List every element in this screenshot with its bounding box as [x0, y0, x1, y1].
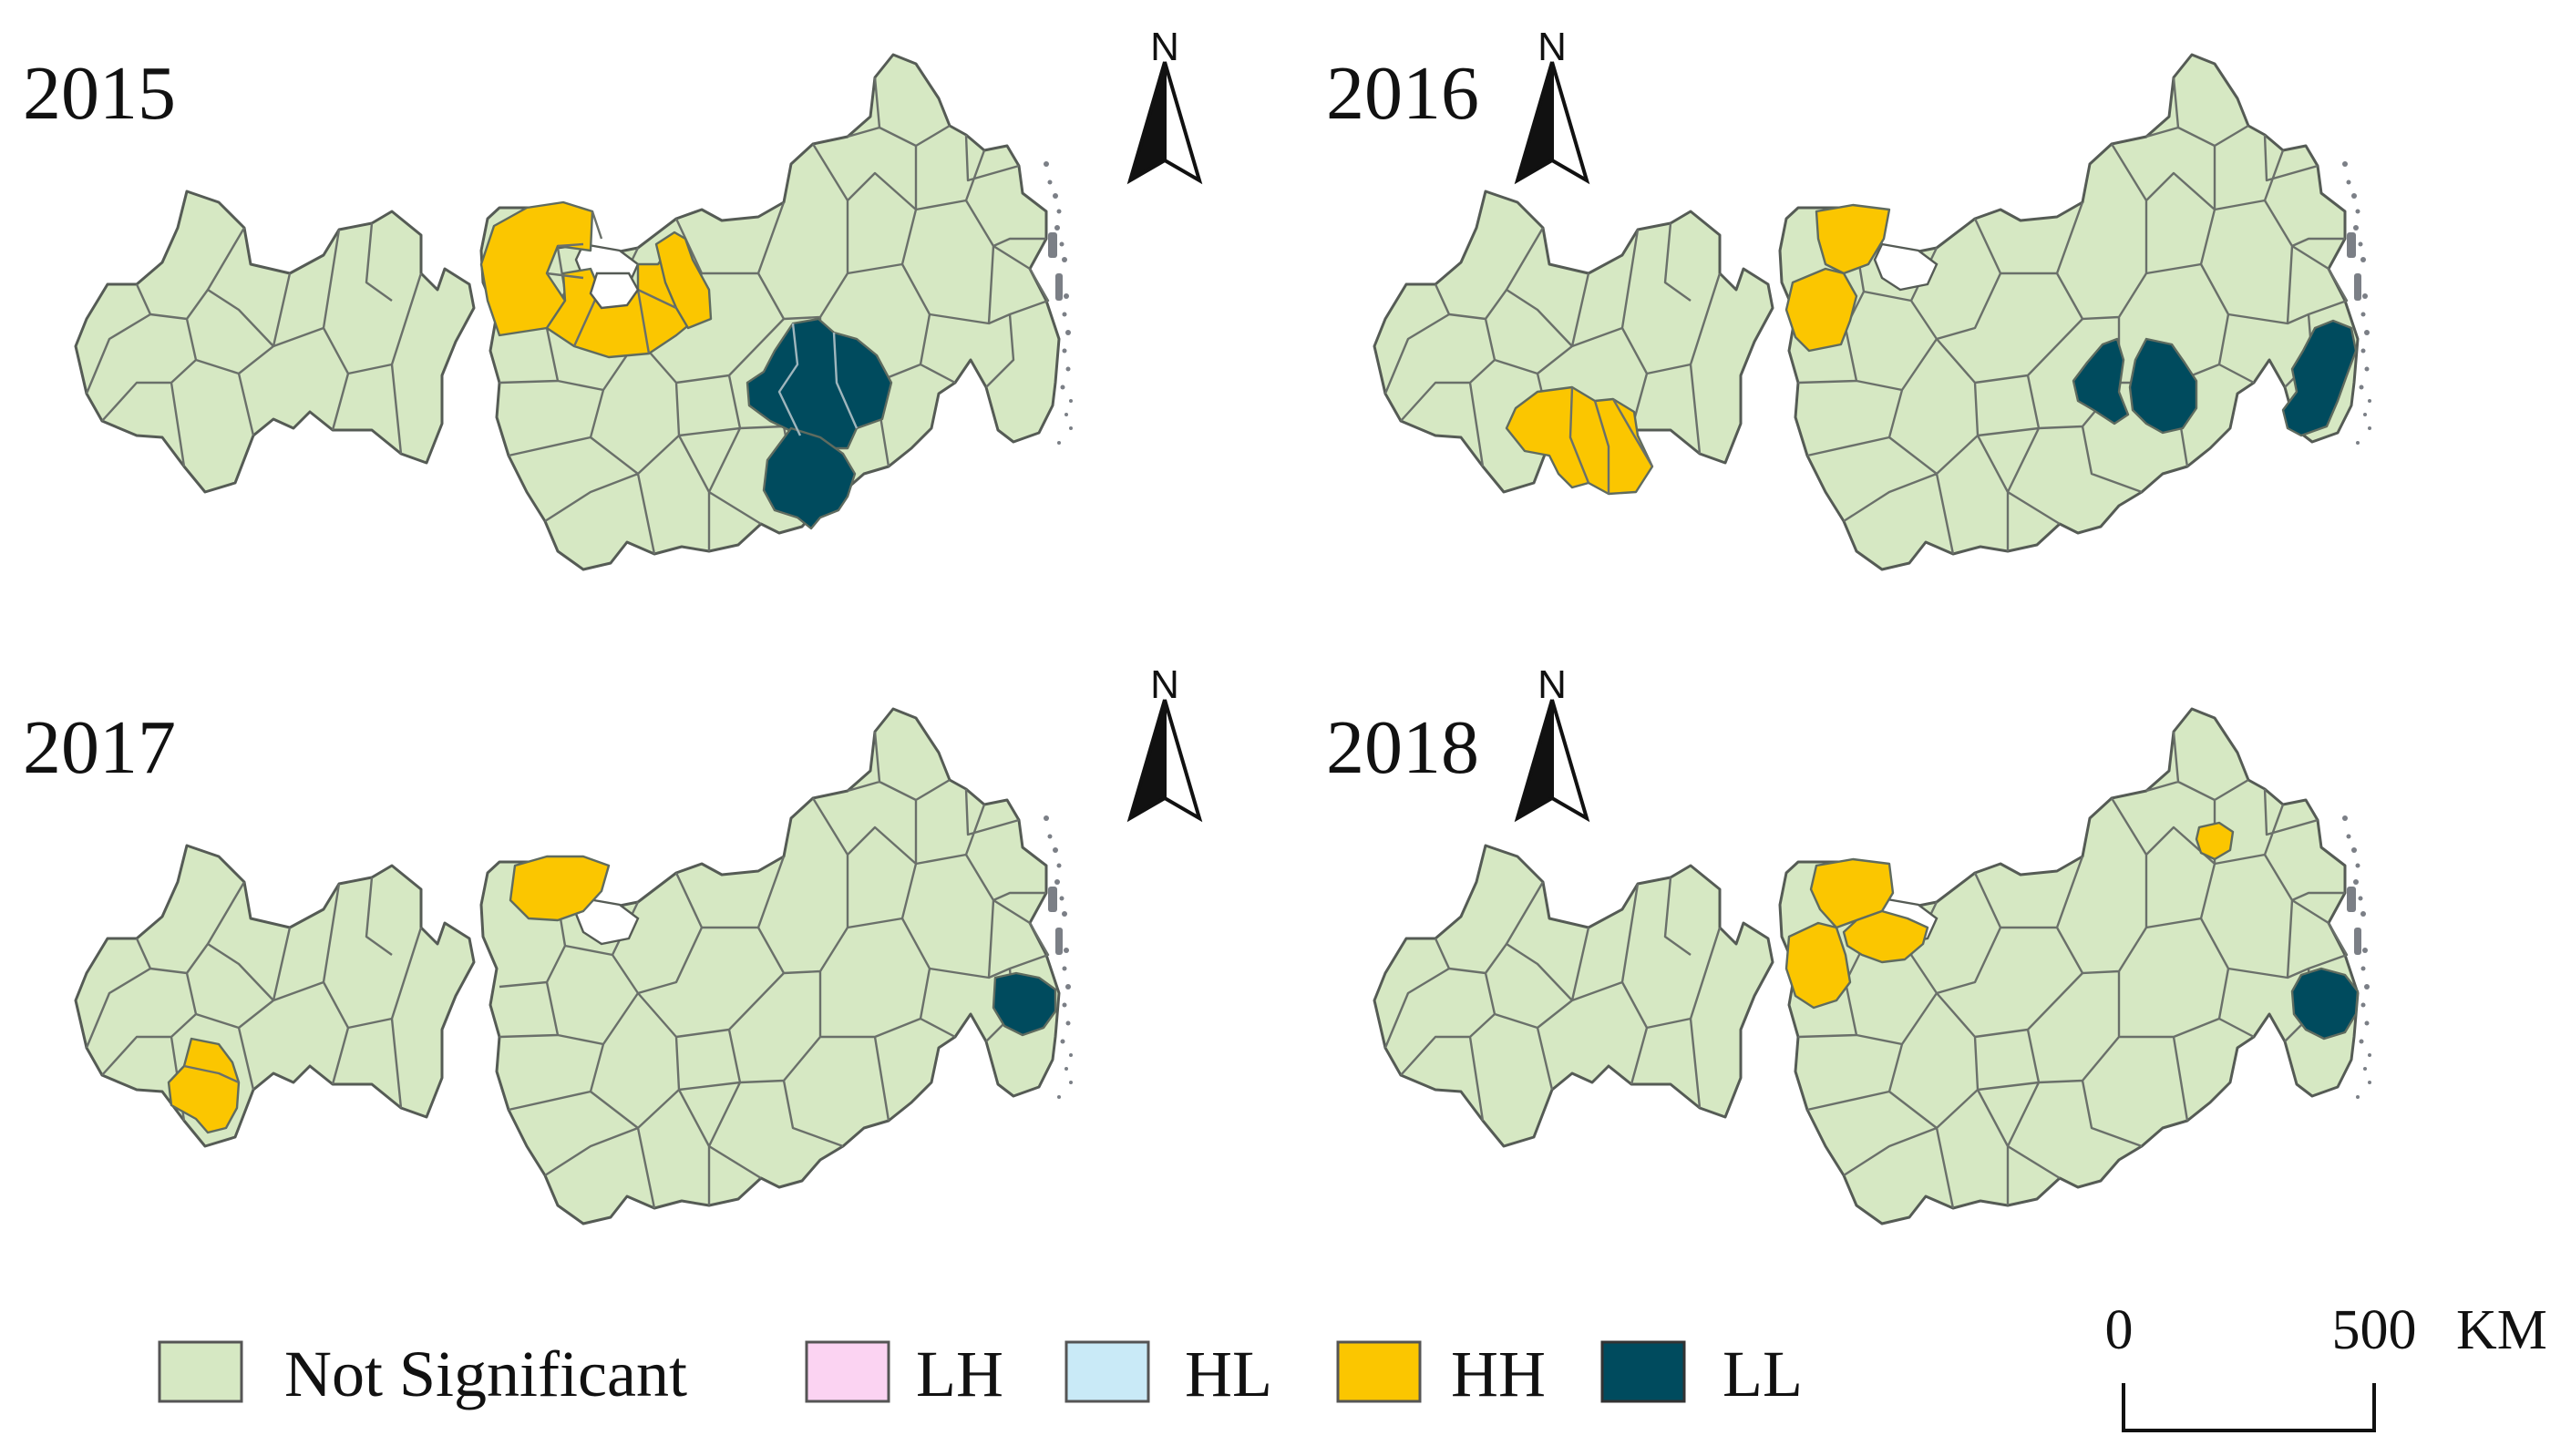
legend-label: Not Significant	[284, 1338, 687, 1410]
hh-region	[2195, 821, 2235, 861]
ll-region	[762, 426, 857, 530]
legend-label: HL	[1185, 1338, 1272, 1410]
hh-region	[654, 231, 713, 330]
scale-bar: 0 500 KM	[2105, 1299, 2547, 1432]
scale-line	[2122, 1383, 2376, 1432]
ll-region	[746, 317, 893, 450]
ll-region	[2072, 337, 2130, 426]
ll-region	[2128, 337, 2198, 435]
base-map	[74, 707, 1075, 1225]
north-arrow: N	[1516, 25, 1589, 182]
legend-swatch	[158, 1340, 243, 1403]
hh-region	[167, 1037, 241, 1134]
legend-item-hh: HH	[1336, 1338, 1546, 1410]
scale-end-label: 500	[2332, 1299, 2417, 1361]
north-arrow: N	[1516, 662, 1589, 820]
scale-unit-label: KM	[2456, 1299, 2547, 1361]
ll-region	[992, 971, 1057, 1037]
north-arrow: N	[1128, 662, 1201, 820]
year-label: 2015	[23, 51, 176, 136]
legend-swatch	[805, 1340, 890, 1403]
legend-item-lh: LH	[805, 1338, 1003, 1410]
year-label: 2018	[1326, 705, 1479, 790]
legend-swatch	[1600, 1340, 1686, 1403]
legend-label: LL	[1723, 1338, 1803, 1410]
north-arrow: N	[1128, 25, 1201, 182]
base-map	[1373, 53, 2373, 571]
panel-2018: 2018 N	[1326, 662, 2373, 1225]
year-label: 2016	[1326, 51, 1479, 136]
ll-region	[2290, 967, 2360, 1041]
hh-region	[1784, 921, 1852, 1010]
scale-start-label: 0	[2105, 1299, 2134, 1361]
central-enclave	[589, 272, 640, 310]
ll-region	[2281, 319, 2358, 437]
panel-2017: 2017 N	[23, 662, 1201, 1225]
hh-region	[1815, 203, 1891, 275]
legend-item-ll: LL	[1600, 1338, 1803, 1410]
hh-region	[1842, 909, 1929, 964]
legend-swatch	[1064, 1340, 1150, 1403]
legend: Not Significant LH HL HH LL	[158, 1338, 1803, 1410]
base-map	[1373, 707, 2373, 1225]
hh-region	[1784, 267, 1858, 353]
legend-item-hl: HL	[1064, 1338, 1272, 1410]
legend-label: HH	[1451, 1338, 1546, 1410]
panel-2015: 2015 N	[23, 25, 1201, 571]
legend-label: LH	[916, 1338, 1003, 1410]
legend-item-not-significant: Not Significant	[158, 1338, 687, 1410]
year-label: 2017	[23, 705, 176, 790]
panel-2016: 2016 N	[1326, 25, 2373, 571]
hh-region	[509, 855, 611, 922]
legend-swatch	[1336, 1340, 1422, 1403]
